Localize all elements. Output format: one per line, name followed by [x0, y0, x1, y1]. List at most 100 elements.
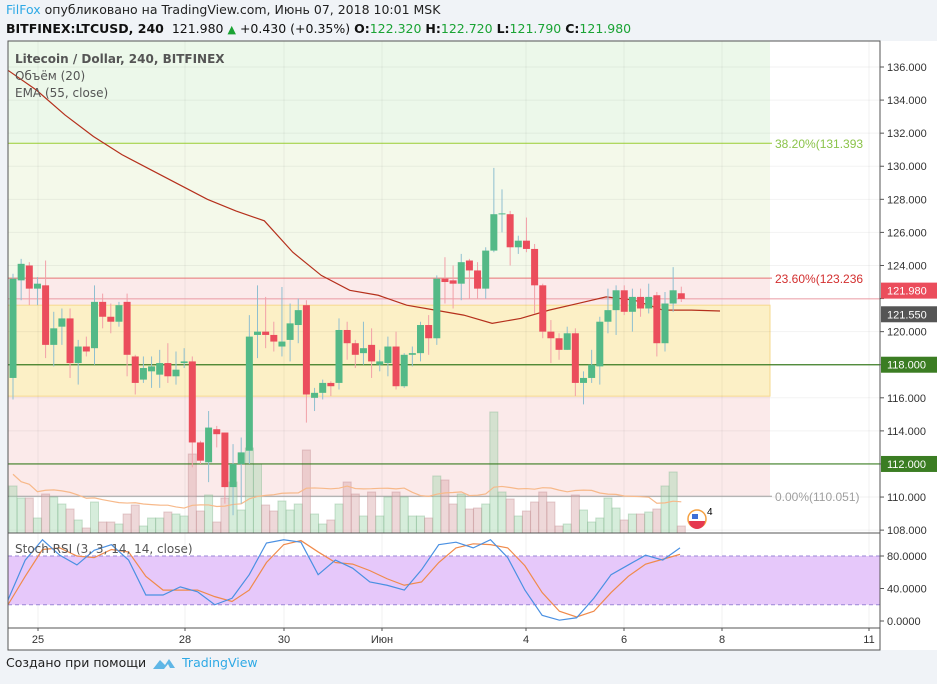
- candle-up: [205, 427, 213, 463]
- volume-bar: [587, 521, 597, 534]
- volume-bar: [595, 517, 605, 534]
- candle-down: [425, 325, 433, 339]
- candle-up: [9, 278, 17, 378]
- close-label: C:: [565, 21, 580, 36]
- candle-down: [164, 363, 172, 377]
- stoch-k-line: [7, 538, 681, 621]
- candle-down: [343, 329, 351, 344]
- stoch-tick-label: 40.0000: [887, 584, 927, 596]
- price-tick-label: 134.000: [887, 95, 927, 107]
- price-tick-label: 110.000: [887, 492, 926, 504]
- time-tick-label: 11: [863, 634, 874, 646]
- candle-down: [620, 290, 628, 312]
- candle-up: [294, 310, 302, 326]
- price-tick-label: 126.000: [887, 227, 927, 239]
- volume-bar: [383, 496, 393, 534]
- stoch-legend[interactable]: Stoch RSI (3, 3, 14, 14, close): [15, 542, 193, 556]
- ema-legend[interactable]: EMA (55, close): [15, 86, 109, 100]
- volume-bar: [473, 507, 483, 534]
- volume-bar: [432, 475, 442, 534]
- volume-bar: [562, 523, 572, 534]
- candle-up: [376, 361, 384, 365]
- candle-down: [392, 346, 400, 387]
- volume-bar: [456, 493, 466, 534]
- candle-down: [637, 296, 645, 309]
- candle-up: [417, 325, 424, 354]
- candle-down: [441, 278, 449, 283]
- price-tick-label: 124.000: [887, 260, 927, 272]
- volume-bar: [212, 521, 222, 534]
- candle-up: [245, 336, 253, 451]
- time-tick-label: 6: [621, 634, 627, 646]
- symbol-summary: BITFINEX:LTCUSD, 240 121.980 ▲ +0.430 (+…: [6, 21, 631, 36]
- volume-bar: [310, 513, 320, 534]
- volume-bar: [367, 491, 377, 534]
- volume-bar: [90, 501, 99, 534]
- candle-down: [131, 356, 139, 383]
- stoch-tick-label: 80.0000: [887, 551, 927, 563]
- candle-up: [514, 240, 522, 248]
- ema-line: [7, 69, 721, 324]
- fib-zone-middle: [8, 143, 770, 279]
- candle-up: [115, 305, 123, 322]
- volume-bar: [49, 496, 59, 534]
- price-tick-label: 132.000: [887, 128, 927, 140]
- volume-bar: [464, 508, 474, 534]
- price-tick-label: 136.000: [887, 62, 927, 74]
- author-link[interactable]: FilFox: [6, 2, 41, 17]
- last-price-badge: 121.980: [887, 286, 927, 298]
- candle-down: [571, 333, 579, 383]
- close-value: 121.980: [579, 21, 632, 36]
- volume-bar: [114, 523, 124, 534]
- volume-bar: [155, 517, 165, 534]
- high-value: 122.720: [440, 21, 493, 36]
- volume-bar: [57, 503, 67, 534]
- candle-down: [474, 270, 482, 289]
- price-tick-label: 128.000: [887, 194, 927, 206]
- price-tick-label: 114.000: [887, 426, 926, 438]
- open-label: O:: [354, 21, 370, 36]
- volume-bar: [636, 513, 646, 534]
- volume-bar: [65, 508, 75, 534]
- candle-down: [677, 293, 685, 299]
- candle-up: [612, 290, 620, 311]
- volume-bar: [554, 525, 564, 534]
- last-price-badge-bg: [881, 282, 937, 299]
- price-tick-label: 108.000: [887, 525, 927, 537]
- volume-bar: [546, 501, 556, 534]
- level-118-badge: 118.000: [887, 360, 926, 372]
- candle-down: [327, 382, 335, 387]
- open-value: 122.320: [369, 21, 422, 36]
- candle-down: [270, 334, 278, 342]
- candle-down: [449, 280, 457, 284]
- time-tick-label: 8: [719, 634, 725, 646]
- volume-bar: [334, 503, 344, 534]
- ema-price-badge-bg: [881, 306, 937, 323]
- volume-bar: [195, 510, 205, 534]
- candle-up: [498, 213, 506, 215]
- candle-up: [237, 452, 245, 464]
- candle-down: [302, 305, 310, 395]
- volume-bar: [521, 510, 531, 534]
- volume-legend[interactable]: Объём (20): [15, 69, 86, 83]
- volume-bar: [668, 471, 678, 534]
- volume-bar: [391, 491, 401, 534]
- volume-bar: [98, 521, 108, 534]
- fib-level-label: 0.00%(110.051): [775, 490, 860, 504]
- candle-up: [91, 301, 98, 349]
- candle-up: [645, 296, 653, 309]
- candle-down: [107, 316, 115, 322]
- volume-bar: [416, 515, 425, 534]
- candle-down: [99, 301, 107, 317]
- created-with: Создано при помощи: [6, 655, 147, 670]
- tradingview-link[interactable]: TradingView: [182, 655, 258, 670]
- chart-frame: [7, 40, 881, 651]
- volume-bar: [342, 481, 352, 534]
- volume-bar: [179, 515, 189, 534]
- time-tick-label: 4: [523, 634, 529, 646]
- publish-info: FilFox опубликовано на TradingView.com, …: [6, 2, 440, 17]
- candle-down: [42, 285, 50, 345]
- volume-bar: [253, 463, 262, 534]
- low-label: L:: [496, 21, 510, 36]
